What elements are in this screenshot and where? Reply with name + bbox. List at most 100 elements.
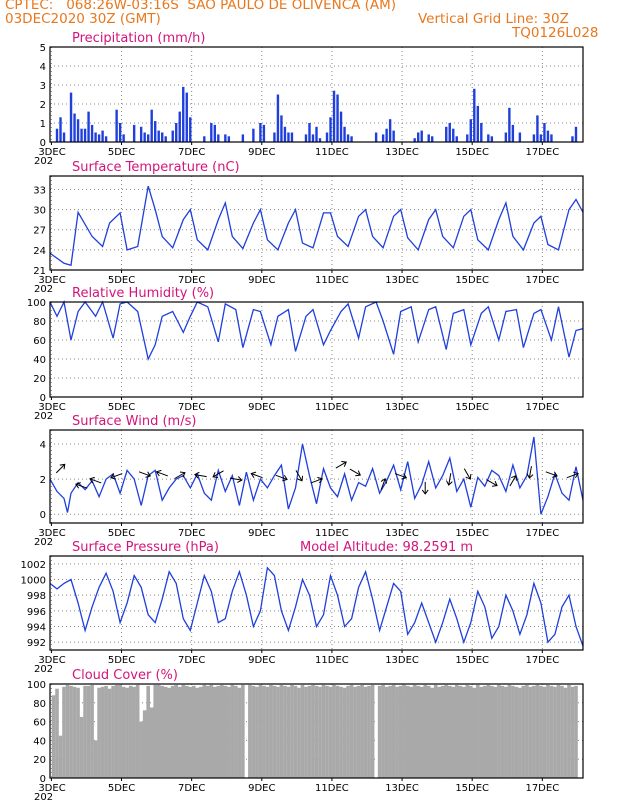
cloud-bar	[514, 686, 519, 778]
cloud-bar	[251, 685, 256, 778]
cloud-bar	[104, 685, 108, 778]
wind-arrow	[110, 473, 123, 480]
cloud-xtick-label: 13DEC	[385, 783, 419, 794]
precip-bar	[210, 123, 213, 142]
precip-bar	[97, 134, 101, 142]
cloud-bar	[553, 686, 557, 778]
cloud-bar	[55, 688, 59, 778]
precip-bar	[273, 132, 276, 142]
wind-arrow	[75, 482, 88, 489]
wind-frame	[49, 429, 584, 524]
precip-bar	[480, 123, 483, 142]
cloud-bar	[353, 686, 357, 778]
temp-xtick-label: 15DEC	[455, 275, 489, 286]
cloud-bar	[65, 684, 70, 778]
precip-bar	[178, 111, 181, 142]
cloud-bar	[237, 687, 242, 778]
precip-bar	[532, 134, 536, 142]
precip-xtick-label: 11DEC	[315, 147, 349, 158]
cloud-bar	[574, 685, 578, 778]
rh-xtick-label: 7DEC	[178, 402, 205, 413]
cloud-bar	[500, 685, 505, 778]
wind-arrow	[486, 479, 498, 487]
cloud-bar	[454, 684, 459, 778]
cloud-bar	[412, 684, 417, 778]
cloud-bar	[332, 684, 336, 778]
cloud-bar	[135, 684, 140, 778]
cloud-bar	[532, 685, 536, 778]
cloud-bar	[497, 684, 501, 778]
precip-bar	[536, 115, 539, 142]
cloud-bar	[248, 684, 252, 778]
temp-xtick-label: 7DEC	[178, 275, 205, 286]
cloud-bar	[58, 735, 63, 778]
cloud-bar	[177, 686, 182, 778]
precip-bar	[115, 109, 118, 142]
precip-bar	[62, 132, 66, 142]
precip-bar	[175, 123, 178, 142]
cloud-bar	[139, 721, 143, 778]
cloud-bar	[184, 685, 189, 778]
cloud-bar	[93, 740, 98, 778]
cloud-bar	[479, 686, 484, 778]
cloud-bar	[437, 686, 442, 778]
wind-arrow	[174, 471, 186, 480]
precip-bar	[511, 124, 515, 142]
wind-arrow	[155, 469, 169, 477]
pressure-frame	[49, 555, 584, 651]
cloud-bar	[230, 684, 235, 778]
precip-xtick-label: 9DEC	[248, 147, 275, 158]
cloud-bar	[342, 687, 347, 778]
wind-arrow	[275, 474, 288, 482]
precip-bar	[518, 132, 522, 142]
cloud-bar	[188, 686, 193, 778]
wind-arrow	[509, 474, 517, 487]
temp-xtick-label: 17DEC	[525, 275, 559, 286]
cloud-bar	[255, 686, 259, 778]
pressure-xtick-label: 17DEC	[525, 655, 559, 666]
pressure-ytick: 1000	[21, 576, 46, 587]
pressure-ytick: 1002	[21, 560, 46, 571]
wind-arrow	[194, 471, 207, 479]
precip-bar	[336, 94, 339, 142]
precip-bar	[413, 138, 416, 142]
cloud-bar	[128, 685, 133, 778]
cloud-bar	[490, 685, 494, 778]
precip-bar	[325, 132, 329, 142]
precip-bar	[280, 115, 283, 142]
cloud-bar	[535, 684, 540, 778]
wind-arrow	[463, 468, 472, 480]
pressure-annotation: Model Altitude: 98.2591 m	[300, 540, 473, 555]
header-station: CPTEC: 068:26W-03:16S SAO PAULO DE OLIVE…	[5, 0, 397, 13]
precip-ytick: 5	[40, 43, 46, 54]
temp-panel: 21 24 27 30 33 3DEC 5DEC 7DEC 9DEC 11DEC 13DEC 15DE…	[33, 160, 584, 295]
cloud-bar	[360, 684, 364, 778]
cloud-panel: 0 20 40 60 80 100 3DEC 5DEC 7DEC 9DEC 11DEC 13DEC 15…	[27, 668, 584, 800]
precip-xtick-label: 7DEC	[178, 147, 205, 158]
precip-bar	[276, 94, 280, 142]
rh-series-line	[49, 299, 584, 361]
precip-bar	[550, 134, 553, 142]
cloud-bar	[111, 685, 115, 778]
precip-bar	[416, 132, 420, 142]
precip-ytick: 1	[40, 119, 46, 130]
wind-arrow	[566, 471, 579, 479]
rh-xtick-label: 3DEC	[38, 402, 65, 413]
wind-series-line	[49, 436, 584, 515]
precip-bar	[504, 132, 508, 142]
precip-ytick: 0	[40, 138, 46, 149]
precip-bar	[80, 128, 83, 142]
precip-ytick: 4	[40, 62, 46, 73]
precip-bar	[311, 134, 315, 142]
wind-arrow	[446, 473, 453, 486]
cloud-xtick-label: 9DEC	[248, 783, 275, 794]
cloud-bar	[433, 684, 438, 778]
temp-ytick: 33	[33, 185, 46, 196]
precip-bar	[571, 136, 574, 142]
cloud-bar	[216, 685, 221, 778]
wind-xtick-label: 13DEC	[385, 528, 419, 539]
wind-arrow	[349, 468, 361, 477]
cloud-bar	[125, 687, 129, 778]
wind-arrow	[295, 470, 304, 482]
